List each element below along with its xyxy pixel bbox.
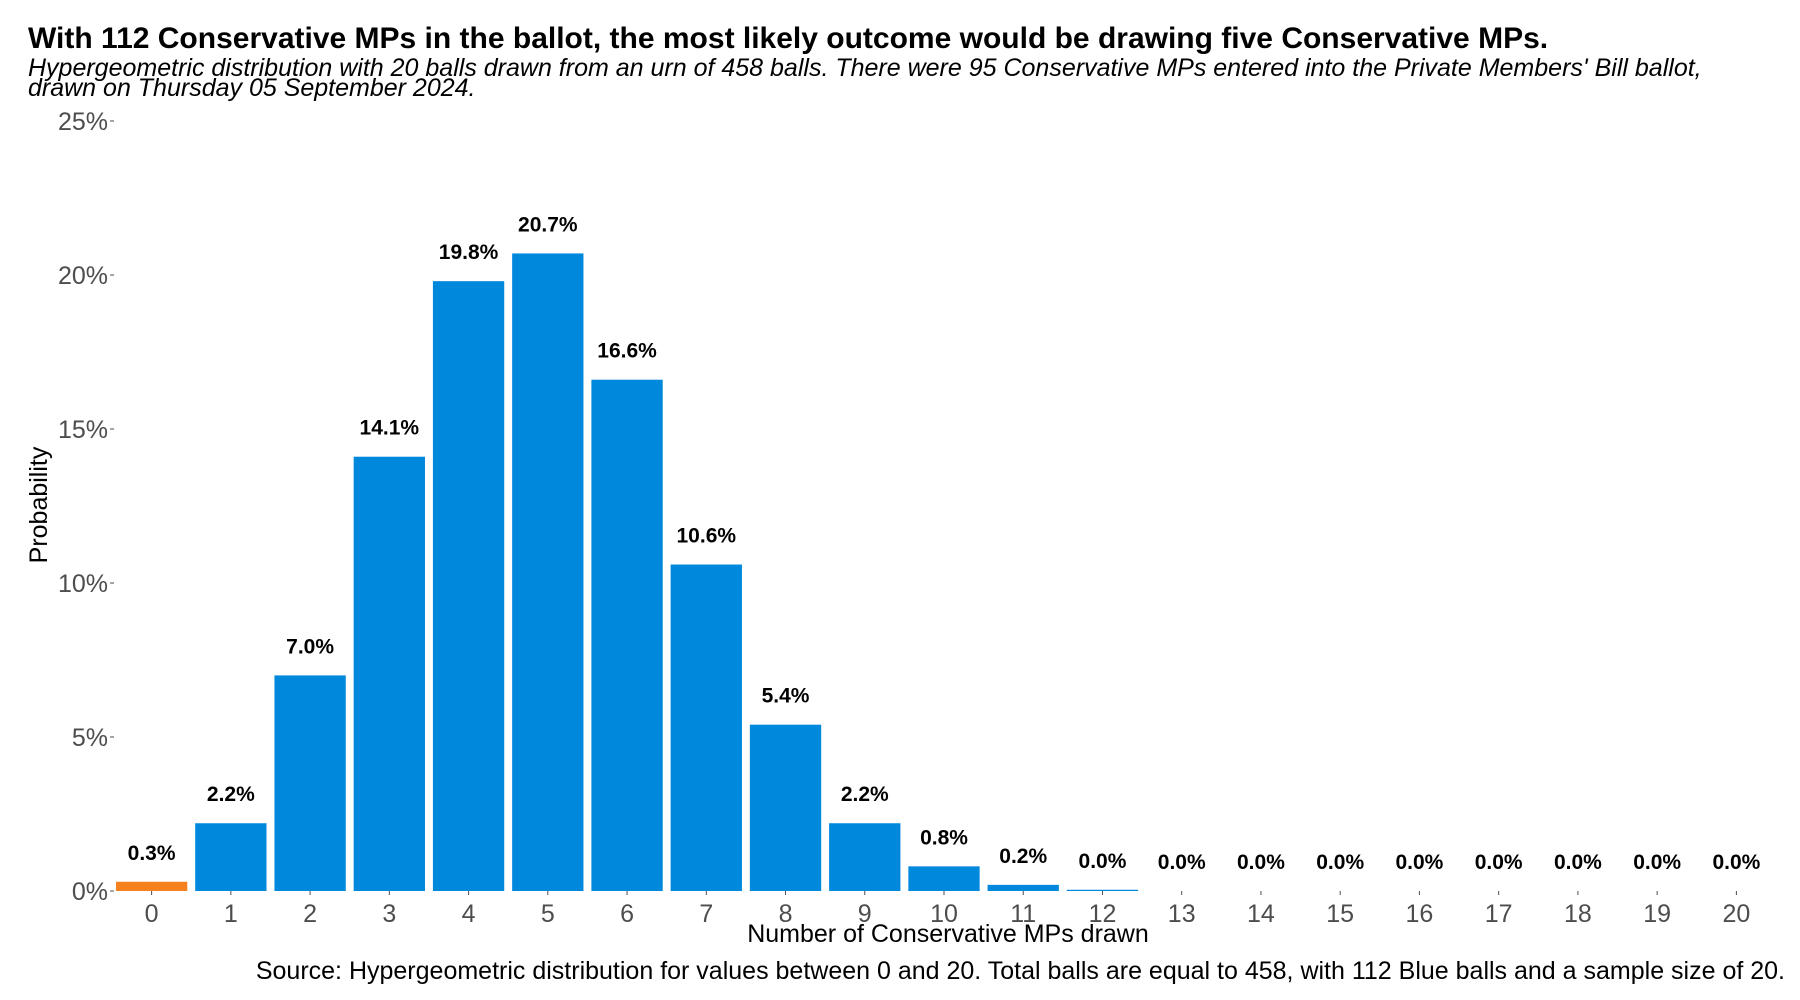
data-label-2: 7.0% xyxy=(286,635,334,658)
x-tick-label-0: 0 xyxy=(145,900,159,928)
data-label-1: 2.2% xyxy=(207,783,255,806)
y-tick-label: 0% xyxy=(72,878,108,906)
bar-4 xyxy=(432,281,505,891)
y-tick-label: 10% xyxy=(58,570,108,598)
x-tick-label-15: 15 xyxy=(1326,900,1354,928)
x-tick-label-16: 16 xyxy=(1406,900,1434,928)
x-tick-label-10: 10 xyxy=(930,900,958,928)
bar-12 xyxy=(1066,889,1139,891)
x-tick-label-13: 13 xyxy=(1168,900,1196,928)
bar-7 xyxy=(670,564,742,891)
bar-11 xyxy=(987,884,1059,891)
data-label-6: 16.6% xyxy=(597,340,657,363)
x-tick-label-18: 18 xyxy=(1564,900,1592,928)
data-label-13: 0.0% xyxy=(1158,851,1206,874)
x-tick-label-6: 6 xyxy=(620,900,634,928)
bar-6 xyxy=(591,379,663,891)
x-axis: 0 1 2 3 4 5 6 7 8 9 10 11 12 13 14 15 16 17 18 19 20 xyxy=(145,891,1750,928)
data-label-10: 0.8% xyxy=(920,826,968,849)
bar-0 xyxy=(115,881,188,891)
data-label-16: 0.0% xyxy=(1395,851,1443,874)
data-label-17: 0.0% xyxy=(1475,851,1523,874)
x-tick-label-4: 4 xyxy=(462,900,476,928)
bar-9 xyxy=(829,823,901,891)
bar-3 xyxy=(353,456,425,891)
data-label-5: 20.7% xyxy=(518,213,578,236)
x-tick-label-11: 11 xyxy=(1010,900,1036,928)
bar-8 xyxy=(749,724,822,891)
x-tick-label-1: 1 xyxy=(224,900,238,928)
x-axis-label: Number of Conservative MPs drawn xyxy=(747,920,1149,948)
data-label-0: 0.3% xyxy=(128,842,176,865)
data-label-14: 0.0% xyxy=(1237,851,1285,874)
bar-2 xyxy=(274,675,346,891)
bar-5 xyxy=(512,253,584,891)
x-tick-label-7: 7 xyxy=(699,900,713,928)
chart-title: With 112 Conservative MPs in the ballot,… xyxy=(28,22,1549,55)
data-label-8: 5.4% xyxy=(762,685,810,708)
x-tick-label-14: 14 xyxy=(1247,900,1275,928)
y-tick-label: 5% xyxy=(72,724,108,752)
bar-1 xyxy=(195,823,267,891)
y-tick-label: 20% xyxy=(58,262,108,290)
bar-10 xyxy=(908,866,980,891)
data-label-4: 19.8% xyxy=(439,241,499,264)
chart-subtitle: Hypergeometric distribution with 20 ball… xyxy=(28,54,1702,102)
data-label-19: 0.0% xyxy=(1633,851,1681,874)
x-tick-label-5: 5 xyxy=(541,900,555,928)
data-label-3: 14.1% xyxy=(360,417,420,440)
data-label-9: 2.2% xyxy=(841,783,889,806)
bars: 0.3% 2.2% 7.0% 14.1% 19.8% 20.7% 16.6% 10.6% 5.4… xyxy=(115,213,1761,891)
source-caption: Source: Hypergeometric distribution for … xyxy=(255,957,1785,985)
x-tick-label-8: 8 xyxy=(779,900,793,928)
y-tick-label: 25% xyxy=(58,108,108,136)
y-axis: 0% 5% 10% 15% 20% 25% xyxy=(58,108,114,906)
data-label-11: 0.2% xyxy=(999,845,1047,868)
x-tick-label-17: 17 xyxy=(1485,900,1513,928)
x-tick-label-19: 19 xyxy=(1643,900,1671,928)
x-tick-label-3: 3 xyxy=(382,900,396,928)
y-axis-label: Probability xyxy=(25,446,53,563)
data-label-12: 0.0% xyxy=(1079,850,1127,873)
data-label-20: 0.0% xyxy=(1712,851,1760,874)
data-label-18: 0.0% xyxy=(1554,851,1602,874)
x-tick-label-9: 9 xyxy=(858,900,872,928)
data-label-7: 10.6% xyxy=(677,525,737,548)
x-tick-label-2: 2 xyxy=(303,900,317,928)
x-tick-label-12: 12 xyxy=(1089,900,1117,928)
y-tick-label: 15% xyxy=(58,416,108,444)
data-label-15: 0.0% xyxy=(1316,851,1364,874)
x-tick-label-20: 20 xyxy=(1722,900,1750,928)
